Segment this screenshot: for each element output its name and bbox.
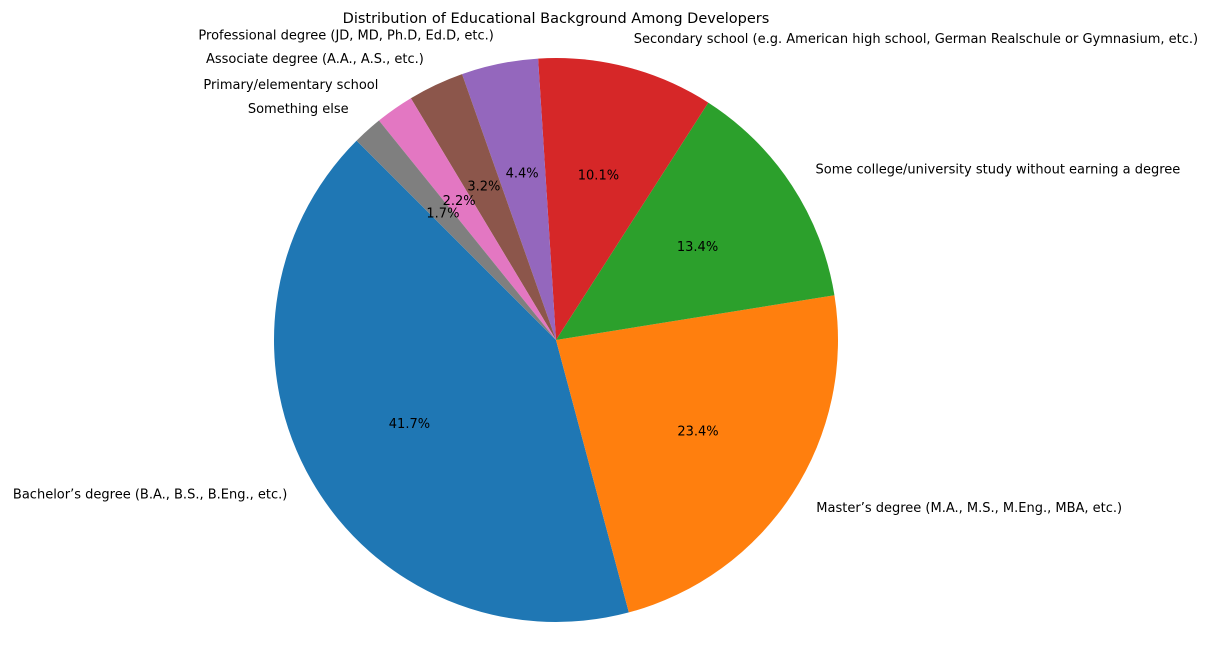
slice-label-bachelor-s-degree-b-a-b-s-b-eng-etc: Bachelor’s degree (B.A., B.S., B.Eng., e… (13, 488, 287, 503)
pie-slice-secondary-school-e-g-american-high-schoo (538, 58, 709, 341)
pie-slice-something-else (356, 120, 556, 340)
slice-label-associate-degree-a-a-a-s-etc: Associate degree (A.A., A.S., etc.) (206, 52, 424, 67)
pct-label-associate-degree-a-a-a-s-etc: 3.2% (467, 179, 500, 194)
pie-slice-master-s-degree-m-a-m-s-m-eng-mba-etc (556, 295, 838, 613)
slice-labels: Bachelor’s degree (B.A., B.S., B.Eng., e… (13, 29, 1198, 517)
pct-label-primary-elementary-school: 2.2% (443, 194, 476, 209)
pie-slice-primary-elementary-school (378, 98, 556, 340)
chart-title: Distribution of Educational Background A… (343, 11, 770, 27)
slice-label-something-else: Something else (248, 102, 349, 117)
slice-label-professional-degree-jd-md-ph-d-ed-d-etc: Professional degree (JD, MD, Ph.D, Ed.D,… (198, 29, 493, 44)
slice-label-primary-elementary-school: Primary/elementary school (203, 78, 378, 93)
pie-slice-associate-degree-a-a-a-s-etc (410, 74, 556, 340)
pct-label-master-s-degree-m-a-m-s-m-eng-mba-etc: 23.4% (677, 425, 718, 440)
pct-label-some-college-university-study-without-ea: 13.4% (677, 240, 718, 255)
pct-label-secondary-school-e-g-american-high-schoo: 10.1% (578, 169, 619, 184)
pie-slices (274, 58, 838, 622)
pie-slice-bachelor-s-degree-b-a-b-s-b-eng-etc (274, 140, 629, 622)
pct-label-professional-degree-jd-md-ph-d-ed-d-etc: 4.4% (506, 167, 539, 182)
slice-label-master-s-degree-m-a-m-s-m-eng-mba-etc: Master’s degree (M.A., M.S., M.Eng., MBA… (816, 501, 1122, 516)
percentage-labels: 41.7% 23.4% 13.4% 10.1% 4.4% 3.2%2.2%1.7% (389, 167, 719, 440)
pie-slice-some-college-university-study-without-ea (556, 102, 835, 340)
pct-label-something-else: 1.7% (426, 207, 459, 222)
pie-slice-professional-degree-jd-md-ph-d-ed-d-etc (462, 58, 556, 341)
slice-label-some-college-university-study-without-ea: Some college/university study without ea… (815, 163, 1180, 178)
slice-label-secondary-school-e-g-american-high-schoo: Secondary school (e.g. American high sch… (634, 32, 1198, 47)
pct-label-bachelor-s-degree-b-a-b-s-b-eng-etc: 41.7% (389, 417, 430, 432)
